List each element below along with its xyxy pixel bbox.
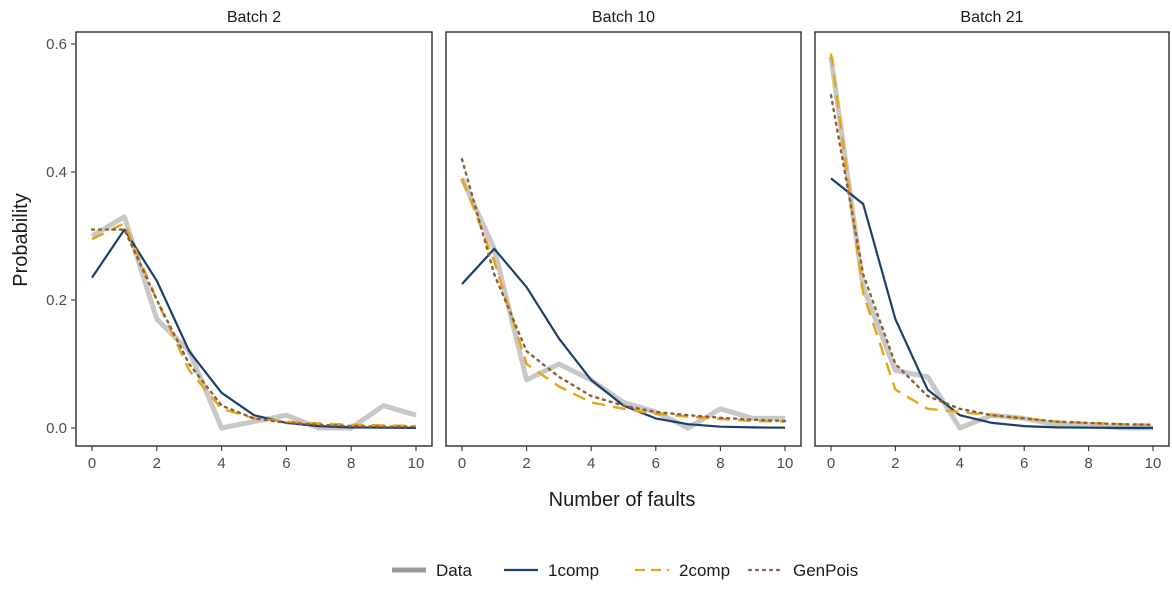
panels-layer: Batch 2 0 2 4 6 8 10 0.0 0.2 0.4 0.6 Batch 10 0 2 4 6 8 1… [46, 9, 1170, 472]
x-tick-label: 6 [282, 455, 290, 472]
x-tick-label: 8 [1084, 455, 1092, 472]
series-lines [459, 157, 787, 431]
x-tick-label: 2 [153, 455, 161, 472]
series-line-2comp [460, 177, 786, 423]
panel-title: Batch 2 [227, 9, 281, 26]
series-lines [828, 53, 1155, 431]
y-axis-ticks: 0.0 0.2 0.4 0.6 [46, 36, 76, 437]
x-tick-label: 0 [88, 455, 96, 472]
series-line-genpois [829, 93, 1155, 426]
x-axis-ticks: 0 2 4 6 8 10 [458, 446, 794, 472]
legend: Data 1comp 2comp GenPois [392, 561, 858, 580]
y-tick-label: 0.2 [46, 292, 67, 309]
panel-title: Batch 21 [960, 9, 1023, 26]
series-line-genpois [460, 157, 787, 423]
series-line-data [90, 214, 417, 431]
y-tick-label: 0.4 [46, 164, 67, 181]
x-tick-label: 0 [458, 455, 466, 472]
x-tick-label: 10 [1145, 455, 1162, 472]
series-line-data [459, 177, 785, 431]
x-tick-label: 6 [1020, 455, 1028, 472]
legend-label: Data [436, 561, 472, 580]
y-tick-label: 0.0 [46, 420, 67, 437]
legend-label: GenPois [793, 561, 858, 580]
panel-border [445, 31, 802, 447]
x-tick-label: 4 [217, 455, 225, 472]
x-axis-title: Number of faults [549, 489, 696, 511]
panel-3: Batch 21 0 2 4 6 8 10 [814, 9, 1170, 472]
legend-label: 2comp [679, 561, 730, 580]
legend-label: 1comp [548, 561, 599, 580]
series-line-1comp [830, 177, 1153, 429]
x-axis-ticks: 0 2 4 6 8 10 [827, 446, 1162, 472]
panel-1: Batch 2 0 2 4 6 8 10 0.0 0.2 0.4 0.6 [46, 9, 433, 472]
x-tick-label: 6 [652, 455, 660, 472]
series-lines [90, 214, 418, 431]
panel-border [75, 31, 433, 447]
series-line-2comp [829, 53, 1154, 426]
panel-border [814, 31, 1170, 447]
x-tick-label: 4 [587, 455, 595, 472]
legend-item-2comp: 2comp [635, 561, 730, 580]
panel-title: Batch 10 [592, 9, 655, 26]
x-axis-ticks: 0 2 4 6 8 10 [88, 446, 425, 472]
legend-item-genpois: GenPois [747, 561, 858, 580]
series-line-data [828, 56, 1153, 431]
series-line-genpois [90, 228, 418, 428]
panel-2: Batch 10 0 2 4 6 8 10 [445, 9, 802, 472]
legend-item-1comp: 1comp [504, 561, 599, 580]
x-tick-label: 4 [956, 455, 964, 472]
legend-item-data: Data [392, 561, 472, 580]
x-tick-label: 10 [408, 455, 425, 472]
x-tick-label: 2 [891, 455, 899, 472]
x-tick-label: 0 [827, 455, 835, 472]
y-axis-title: Probability [10, 193, 32, 286]
x-tick-label: 8 [347, 455, 355, 472]
x-tick-label: 2 [522, 455, 530, 472]
x-tick-label: 8 [716, 455, 724, 472]
x-tick-label: 10 [777, 455, 794, 472]
series-line-1comp [91, 228, 417, 429]
y-tick-label: 0.6 [46, 36, 67, 53]
